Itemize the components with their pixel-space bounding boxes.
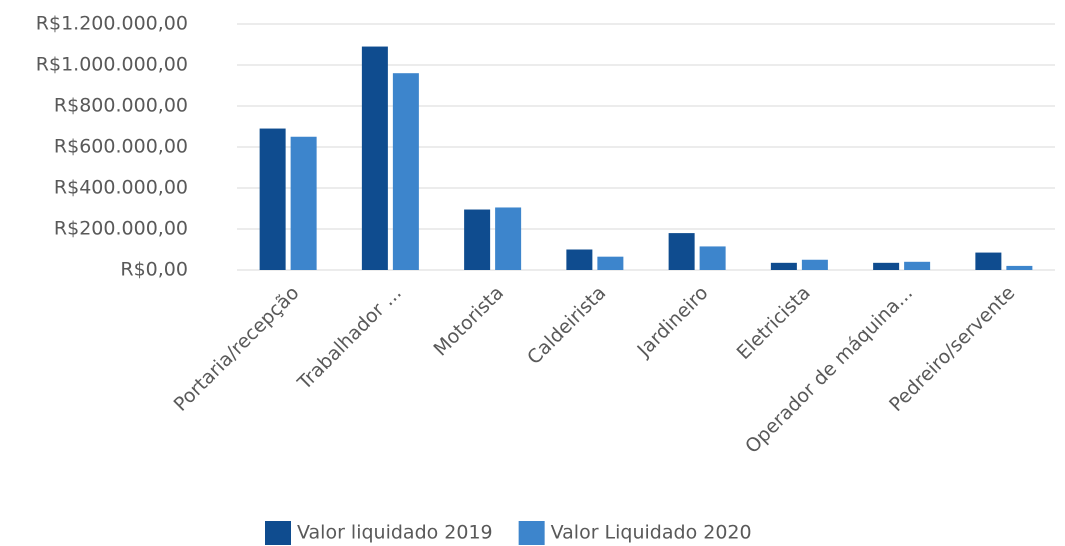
bar xyxy=(361,46,388,270)
bar xyxy=(873,262,900,270)
x-tick-label: Eletricista xyxy=(733,282,815,364)
bar xyxy=(597,256,624,270)
bar xyxy=(699,246,726,270)
bar xyxy=(1006,265,1033,270)
y-tick-label: R$600.000,00 xyxy=(54,136,188,158)
x-tick-label: Caldeirista xyxy=(523,282,610,369)
bar xyxy=(801,259,828,270)
legend-swatch xyxy=(265,521,291,545)
bar xyxy=(290,136,317,270)
y-tick-label: R$1.000.000,00 xyxy=(36,54,188,76)
x-tick-label: Operador de máquina... xyxy=(741,282,917,458)
bar xyxy=(770,262,797,270)
bar xyxy=(668,233,695,270)
x-tick-label: Motorista xyxy=(429,282,508,361)
x-tick-label: Portaria/recepção xyxy=(170,282,304,416)
y-tick-label: R$800.000,00 xyxy=(54,95,188,117)
bar xyxy=(392,73,419,270)
legend-label: Valor Liquidado 2020 xyxy=(551,522,752,544)
bar xyxy=(975,252,1002,270)
y-tick-label: R$200.000,00 xyxy=(54,218,188,240)
y-tick-label: R$0,00 xyxy=(120,259,188,281)
y-tick-label: R$1.200.000,00 xyxy=(36,13,188,35)
bar xyxy=(495,207,522,270)
legend-swatch xyxy=(518,521,545,545)
bar xyxy=(566,249,593,270)
legend-label: Valor liquidado 2019 xyxy=(297,522,493,544)
bar xyxy=(259,128,286,270)
x-tick-label: Trabalhador ... xyxy=(293,282,406,395)
bar xyxy=(464,209,491,270)
bar xyxy=(904,261,931,270)
x-tick-label: Jardineiro xyxy=(633,282,713,362)
y-tick-label: R$400.000,00 xyxy=(54,177,188,199)
